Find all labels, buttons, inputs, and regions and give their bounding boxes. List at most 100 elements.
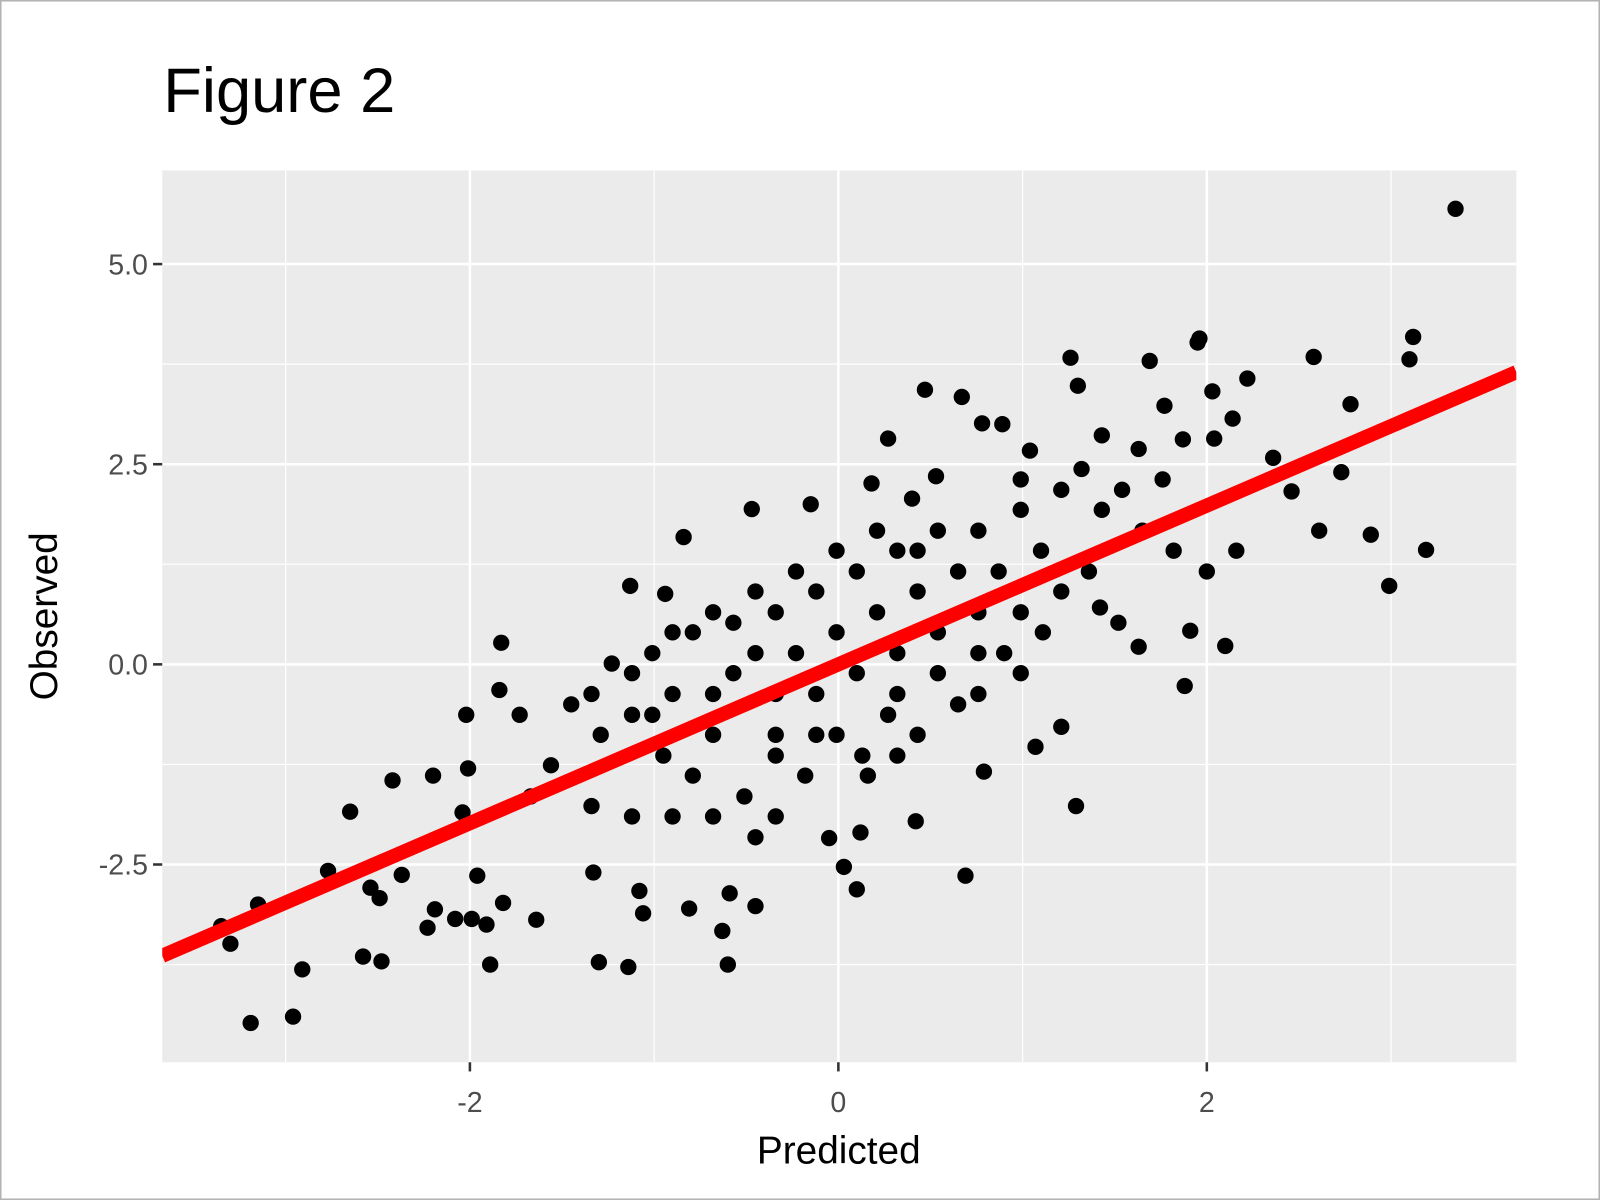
point [1264, 449, 1282, 466]
point [447, 910, 464, 928]
point [1228, 542, 1245, 559]
point [721, 885, 738, 902]
y-tick-label: 2.5 [108, 449, 148, 481]
point [393, 866, 410, 884]
point [970, 522, 987, 539]
point [1182, 622, 1199, 639]
point [808, 726, 825, 743]
point [1239, 370, 1256, 387]
point [909, 542, 926, 559]
point [747, 829, 764, 846]
point [1401, 351, 1418, 368]
point [1093, 501, 1110, 519]
point [704, 604, 722, 621]
point [528, 911, 545, 928]
point [478, 916, 495, 933]
point [1130, 638, 1147, 655]
point [927, 468, 945, 485]
point [1130, 440, 1147, 458]
point [848, 881, 865, 898]
point [907, 813, 924, 830]
point [1021, 442, 1039, 459]
point [459, 760, 477, 777]
point [1012, 604, 1029, 621]
point [736, 788, 753, 805]
point [970, 644, 987, 662]
point [384, 772, 401, 789]
point [889, 747, 906, 764]
point [1034, 624, 1052, 641]
point [719, 956, 736, 973]
point [903, 490, 921, 507]
point [1012, 471, 1029, 488]
point [852, 824, 869, 841]
point [848, 665, 865, 682]
point [1062, 349, 1079, 366]
point [848, 563, 865, 580]
x-tick-label: 0 [830, 1087, 846, 1119]
point [424, 767, 442, 784]
point [1447, 200, 1464, 217]
point [644, 644, 661, 662]
point [747, 583, 764, 600]
point [808, 685, 825, 703]
point [1417, 541, 1435, 559]
point [1053, 583, 1070, 600]
point [743, 500, 760, 518]
point [767, 604, 784, 621]
point [820, 829, 838, 847]
point [664, 624, 681, 641]
point [590, 954, 608, 971]
point [657, 585, 674, 603]
point [1073, 460, 1090, 478]
point [1333, 464, 1350, 481]
point [889, 685, 906, 703]
point [585, 864, 602, 881]
point [835, 858, 853, 876]
point [1110, 614, 1127, 631]
point [1176, 677, 1193, 695]
point [996, 644, 1013, 662]
point [973, 415, 991, 432]
point [623, 808, 641, 825]
point [1342, 396, 1359, 413]
point [889, 644, 906, 662]
point [1206, 430, 1223, 447]
point [1165, 542, 1182, 559]
point [511, 706, 528, 723]
point [808, 583, 825, 600]
point [1069, 377, 1087, 394]
point [1381, 577, 1398, 595]
point [787, 644, 805, 662]
point [767, 747, 784, 764]
point [664, 685, 681, 703]
point [868, 522, 886, 539]
point [1067, 797, 1085, 815]
point [725, 665, 742, 682]
point [419, 919, 436, 936]
point [341, 803, 359, 820]
point [714, 922, 731, 940]
point [767, 808, 784, 825]
point [1362, 526, 1379, 543]
point [828, 726, 845, 743]
fit-line [162, 365, 1517, 963]
point [655, 747, 672, 764]
point [828, 624, 845, 641]
point [929, 665, 947, 682]
point [889, 542, 906, 559]
point [583, 797, 600, 815]
point [664, 808, 681, 825]
point [623, 706, 641, 723]
point [1156, 397, 1173, 414]
x-axis-title: Predicted [757, 1129, 921, 1172]
point [1091, 599, 1109, 616]
point [704, 685, 722, 703]
point [684, 767, 701, 784]
point [1012, 501, 1029, 519]
point [542, 757, 560, 774]
point [1154, 471, 1171, 488]
point [563, 696, 580, 713]
point [362, 879, 379, 896]
